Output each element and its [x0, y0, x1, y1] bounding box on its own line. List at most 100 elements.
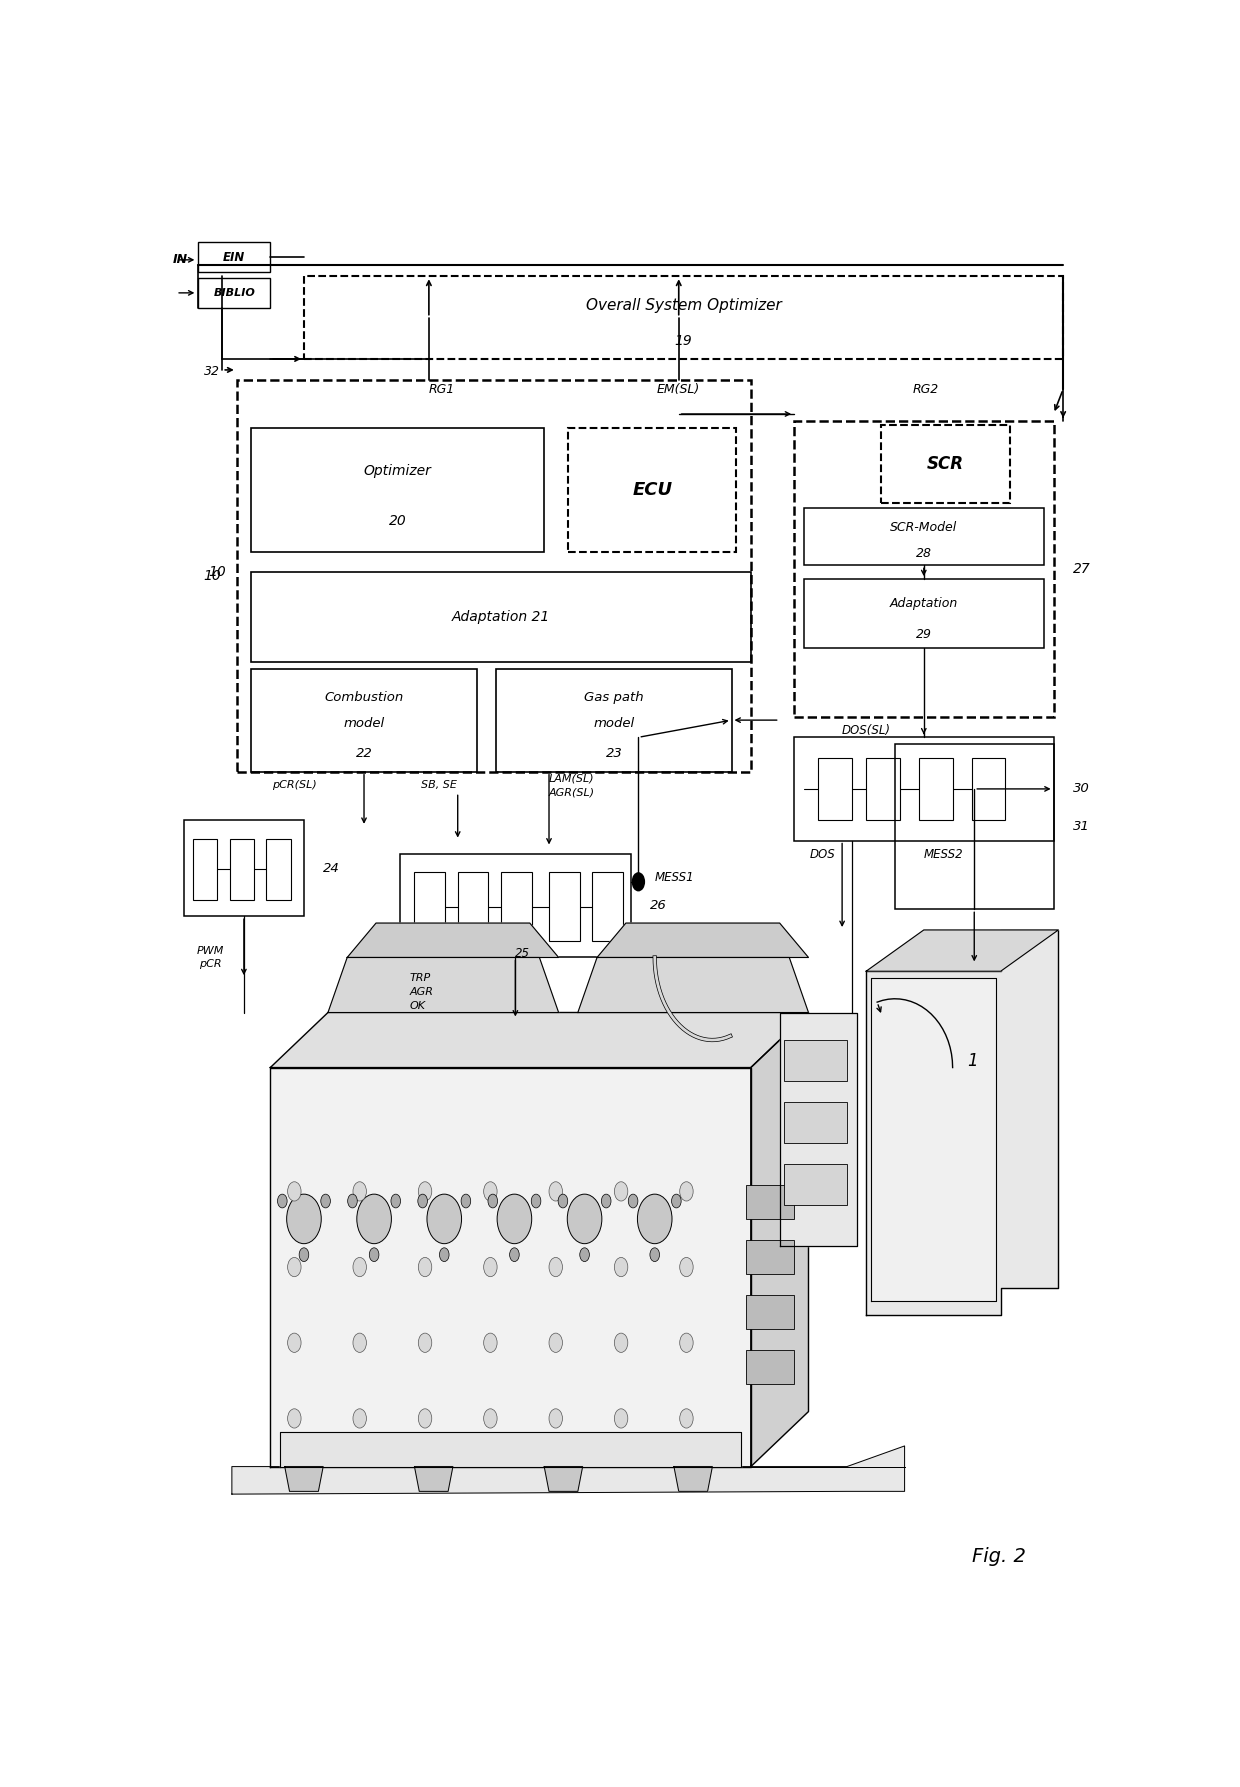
- Text: PWM: PWM: [197, 945, 224, 956]
- Circle shape: [278, 1194, 288, 1208]
- Circle shape: [286, 1194, 321, 1244]
- Text: IN: IN: [172, 254, 187, 266]
- Text: model: model: [593, 717, 635, 729]
- Text: 26: 26: [650, 899, 667, 913]
- Circle shape: [461, 1194, 471, 1208]
- Circle shape: [558, 1194, 568, 1208]
- Bar: [785, 1040, 847, 1081]
- Bar: [785, 1103, 847, 1144]
- Circle shape: [288, 1408, 301, 1428]
- Text: 19: 19: [675, 334, 692, 348]
- Circle shape: [391, 1194, 401, 1208]
- Circle shape: [680, 1258, 693, 1276]
- Bar: [401, 854, 631, 958]
- Bar: [250, 668, 477, 772]
- Polygon shape: [414, 1467, 453, 1492]
- Text: MESS1: MESS1: [655, 872, 694, 885]
- Circle shape: [637, 1194, 672, 1244]
- Bar: [794, 738, 1054, 840]
- Circle shape: [549, 1408, 563, 1428]
- Polygon shape: [544, 1467, 583, 1492]
- Polygon shape: [347, 924, 558, 958]
- Circle shape: [299, 1247, 309, 1262]
- Circle shape: [418, 1333, 432, 1353]
- Text: Gas path: Gas path: [584, 692, 644, 704]
- Circle shape: [484, 1333, 497, 1353]
- Circle shape: [288, 1333, 301, 1353]
- Text: LAM(SL): LAM(SL): [549, 774, 595, 783]
- Circle shape: [347, 1194, 357, 1208]
- Bar: [496, 668, 732, 772]
- Circle shape: [418, 1258, 432, 1276]
- Text: ECU: ECU: [632, 481, 672, 499]
- Polygon shape: [866, 929, 1058, 1315]
- Text: 24: 24: [324, 861, 340, 874]
- Text: 28: 28: [916, 547, 931, 561]
- Circle shape: [510, 1247, 520, 1262]
- Circle shape: [353, 1333, 367, 1353]
- Text: TRP: TRP: [409, 974, 432, 983]
- Bar: [501, 872, 532, 942]
- Text: 25: 25: [516, 947, 531, 960]
- Text: model: model: [343, 717, 384, 729]
- Polygon shape: [270, 1067, 751, 1467]
- Circle shape: [418, 1194, 428, 1208]
- Text: OK: OK: [409, 1001, 425, 1011]
- Text: Combustion: Combustion: [325, 692, 404, 704]
- Circle shape: [680, 1181, 693, 1201]
- Bar: [880, 425, 1011, 504]
- Bar: [746, 1185, 794, 1219]
- Bar: [267, 840, 290, 899]
- Circle shape: [680, 1333, 693, 1353]
- Bar: [568, 427, 737, 552]
- Polygon shape: [578, 958, 808, 1013]
- Circle shape: [439, 1247, 449, 1262]
- Bar: [229, 840, 254, 899]
- Bar: [895, 743, 1054, 910]
- Circle shape: [650, 1247, 660, 1262]
- Text: Adaptation 21: Adaptation 21: [451, 609, 551, 624]
- Text: 10: 10: [208, 565, 227, 579]
- Circle shape: [370, 1247, 379, 1262]
- Bar: [237, 379, 750, 772]
- Circle shape: [353, 1408, 367, 1428]
- Text: 1: 1: [967, 1053, 977, 1070]
- Circle shape: [601, 1194, 611, 1208]
- Text: Fig. 2: Fig. 2: [972, 1546, 1025, 1565]
- Circle shape: [489, 1194, 497, 1208]
- Circle shape: [321, 1194, 330, 1208]
- Text: pCR: pCR: [200, 960, 222, 969]
- Bar: [746, 1349, 794, 1383]
- Text: EM(SL): EM(SL): [657, 382, 701, 395]
- Text: Optimizer: Optimizer: [363, 465, 432, 479]
- Text: RG2: RG2: [913, 382, 939, 395]
- Bar: [198, 241, 270, 272]
- Circle shape: [680, 1408, 693, 1428]
- Bar: [746, 1240, 794, 1274]
- Polygon shape: [232, 1446, 905, 1494]
- Text: SB, SE: SB, SE: [420, 781, 456, 790]
- Text: 10: 10: [203, 568, 222, 583]
- Text: 23: 23: [605, 747, 622, 759]
- Text: 29: 29: [916, 627, 931, 640]
- Circle shape: [614, 1408, 627, 1428]
- Circle shape: [497, 1194, 532, 1244]
- Circle shape: [614, 1258, 627, 1276]
- Text: EIN: EIN: [223, 250, 246, 264]
- Circle shape: [549, 1258, 563, 1276]
- Circle shape: [288, 1258, 301, 1276]
- Circle shape: [531, 1194, 541, 1208]
- Bar: [818, 758, 852, 820]
- Circle shape: [484, 1408, 497, 1428]
- Bar: [866, 758, 900, 820]
- Bar: [458, 872, 489, 942]
- Text: AGR(SL): AGR(SL): [549, 788, 595, 797]
- Bar: [746, 1294, 794, 1330]
- Bar: [250, 427, 544, 552]
- Circle shape: [631, 872, 645, 892]
- Polygon shape: [596, 924, 808, 958]
- Circle shape: [549, 1333, 563, 1353]
- Bar: [304, 277, 1063, 359]
- Text: SCR-Model: SCR-Model: [890, 522, 957, 534]
- Text: 31: 31: [1073, 820, 1090, 833]
